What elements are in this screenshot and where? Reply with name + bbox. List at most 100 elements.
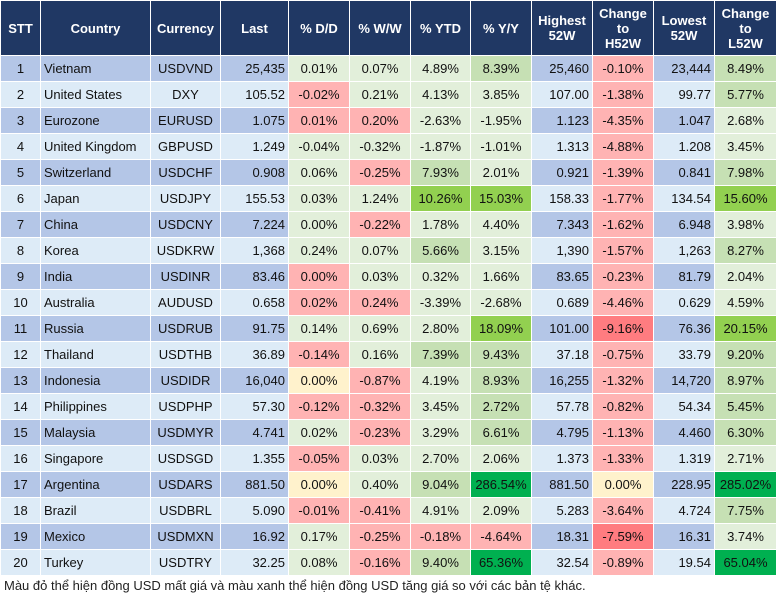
cell-country: China <box>40 211 151 238</box>
cell-pct-ww: -0.22% <box>349 211 411 238</box>
cell-change-l52w: 9.20% <box>714 341 777 368</box>
cell-pct-yy: 2.09% <box>470 497 532 524</box>
cell-pct-yy: 2.72% <box>470 393 532 420</box>
cell-pct-ytd: 9.04% <box>410 471 471 498</box>
cell-last: 7.224 <box>220 211 289 238</box>
cell-pct-ytd: 7.39% <box>410 341 471 368</box>
cell-currency: USDMXN <box>150 523 221 550</box>
cell-stt: 19 <box>0 523 41 550</box>
cell-change-l52w: 5.45% <box>714 393 777 420</box>
cell-pct-yy: 2.06% <box>470 445 532 472</box>
cell-change-l52w: 8.97% <box>714 367 777 394</box>
cell-lowest-52w: 1.319 <box>653 445 715 472</box>
cell-country: Singapore <box>40 445 151 472</box>
cell-pct-ytd: -0.18% <box>410 523 471 550</box>
cell-change-h52w: -1.62% <box>592 211 654 238</box>
cell-pct-ww: 0.40% <box>349 471 411 498</box>
cell-pct-yy: -1.01% <box>470 133 532 160</box>
cell-currency: GBPUSD <box>150 133 221 160</box>
cell-change-l52w: 7.98% <box>714 159 777 186</box>
cell-stt: 15 <box>0 419 41 446</box>
cell-pct-dd: 0.01% <box>288 107 350 134</box>
cell-pct-dd: 0.02% <box>288 289 350 316</box>
cell-highest-52w: 25,460 <box>531 55 593 82</box>
cell-country: United Kingdom <box>40 133 151 160</box>
cell-pct-yy: -4.64% <box>470 523 532 550</box>
cell-change-l52w: 8.49% <box>714 55 777 82</box>
cell-country: Vietnam <box>40 55 151 82</box>
cell-currency: USDVND <box>150 55 221 82</box>
table-row: 11 Russia USDRUB 91.75 0.14% 0.69% 2.80% 18.09%… <box>0 315 777 342</box>
table-row: 14 Philippines USDPHP 57.30 -0.12% -0.32% 3.45… <box>0 393 777 420</box>
cell-pct-yy: 4.40% <box>470 211 532 238</box>
cell-change-h52w: -1.39% <box>592 159 654 186</box>
cell-stt: 5 <box>0 159 41 186</box>
cell-lowest-52w: 4.460 <box>653 419 715 446</box>
cell-pct-dd: 0.08% <box>288 549 350 576</box>
cell-pct-ww: 0.69% <box>349 315 411 342</box>
cell-lowest-52w: 1.208 <box>653 133 715 160</box>
cell-change-h52w: -0.23% <box>592 263 654 290</box>
cell-lowest-52w: 134.54 <box>653 185 715 212</box>
cell-stt: 17 <box>0 471 41 498</box>
cell-change-h52w: -0.10% <box>592 55 654 82</box>
cell-lowest-52w: 76.36 <box>653 315 715 342</box>
cell-lowest-52w: 6.948 <box>653 211 715 238</box>
cell-currency: USDKRW <box>150 237 221 264</box>
cell-pct-ww: 0.07% <box>349 237 411 264</box>
cell-lowest-52w: 0.629 <box>653 289 715 316</box>
cell-change-l52w: 6.30% <box>714 419 777 446</box>
cell-pct-ww: 1.24% <box>349 185 411 212</box>
cell-change-l52w: 5.77% <box>714 81 777 108</box>
cell-pct-ytd: 9.40% <box>410 549 471 576</box>
cell-last: 5.090 <box>220 497 289 524</box>
cell-currency: USDTHB <box>150 341 221 368</box>
cell-change-h52w: -1.13% <box>592 419 654 446</box>
cell-pct-ytd: -1.87% <box>410 133 471 160</box>
cell-pct-yy: -1.95% <box>470 107 532 134</box>
cell-country: Thailand <box>40 341 151 368</box>
cell-change-h52w: -0.75% <box>592 341 654 368</box>
cell-change-h52w: -0.82% <box>592 393 654 420</box>
cell-highest-52w: 4.795 <box>531 419 593 446</box>
cell-pct-yy: 9.43% <box>470 341 532 368</box>
cell-change-h52w: -1.77% <box>592 185 654 212</box>
cell-pct-ww: -0.25% <box>349 159 411 186</box>
table-row: 4 United Kingdom GBPUSD 1.249 -0.04% -0.32% -1… <box>0 133 777 160</box>
table-row: 3 Eurozone EURUSD 1.075 0.01% 0.20% -2.63% -1.9… <box>0 107 777 134</box>
cell-highest-52w: 0.689 <box>531 289 593 316</box>
currency-table: STT Country Currency Last% D/D% W/W% YTD% Y… <box>0 0 777 576</box>
cell-highest-52w: 7.343 <box>531 211 593 238</box>
cell-change-h52w: -1.57% <box>592 237 654 264</box>
cell-currency: EURUSD <box>150 107 221 134</box>
cell-highest-52w: 57.78 <box>531 393 593 420</box>
cell-currency: USDBRL <box>150 497 221 524</box>
cell-change-l52w: 15.60% <box>714 185 777 212</box>
cell-last: 57.30 <box>220 393 289 420</box>
cell-pct-yy: 3.15% <box>470 237 532 264</box>
cell-change-h52w: -3.64% <box>592 497 654 524</box>
cell-last: 155.53 <box>220 185 289 212</box>
cell-stt: 12 <box>0 341 41 368</box>
cell-stt: 13 <box>0 367 41 394</box>
cell-country: Brazil <box>40 497 151 524</box>
table-row: 7 China USDCNY 7.224 0.00% -0.22% 1.78% 4.40% 7.… <box>0 211 777 238</box>
cell-lowest-52w: 33.79 <box>653 341 715 368</box>
cell-stt: 10 <box>0 289 41 316</box>
cell-last: 1.355 <box>220 445 289 472</box>
cell-pct-dd: 0.24% <box>288 237 350 264</box>
cell-change-l52w: 3.45% <box>714 133 777 160</box>
cell-last: 4.741 <box>220 419 289 446</box>
cell-highest-52w: 101.00 <box>531 315 593 342</box>
table-row: 15 Malaysia USDMYR 4.741 0.02% -0.23% 3.29% 6.6… <box>0 419 777 446</box>
cell-pct-dd: 0.00% <box>288 263 350 290</box>
cell-lowest-52w: 14,720 <box>653 367 715 394</box>
cell-pct-dd: -0.12% <box>288 393 350 420</box>
cell-pct-ytd: 0.32% <box>410 263 471 290</box>
table-row: 20 Turkey USDTRY 32.25 0.08% -0.16% 9.40% 65.36… <box>0 549 777 576</box>
cell-country: Indonesia <box>40 367 151 394</box>
cell-stt: 6 <box>0 185 41 212</box>
cell-pct-dd: -0.04% <box>288 133 350 160</box>
cell-highest-52w: 32.54 <box>531 549 593 576</box>
cell-pct-yy: 2.01% <box>470 159 532 186</box>
